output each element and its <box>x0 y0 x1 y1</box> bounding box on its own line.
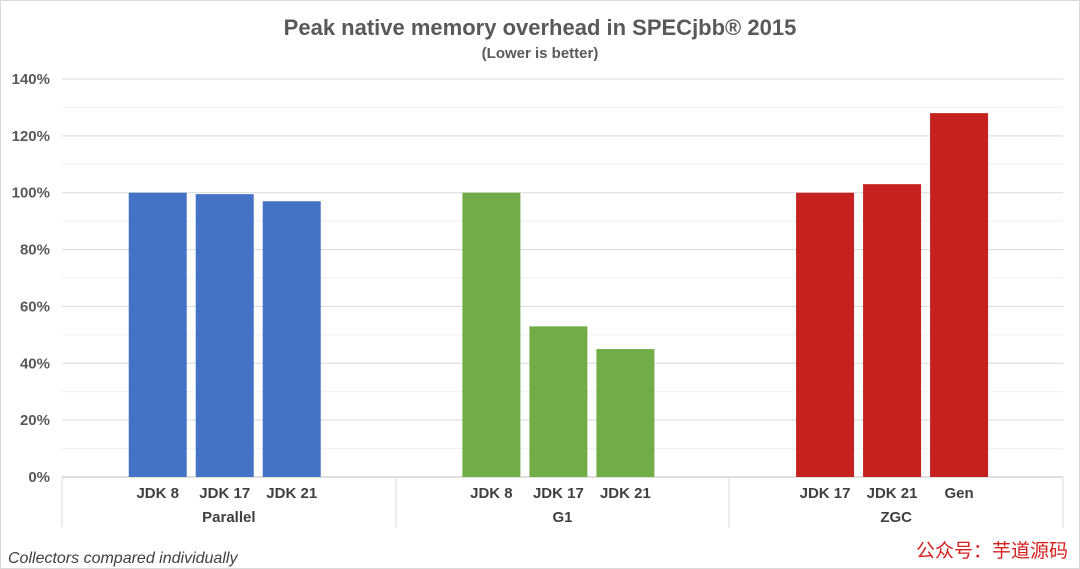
chart-subtitle: (Lower is better) <box>482 45 599 62</box>
bar-g1-jdk-21 <box>596 349 655 477</box>
group-label: G1 <box>552 509 572 526</box>
bar-zgc-gen <box>930 113 989 477</box>
bar-zgc-jdk-17 <box>796 192 855 477</box>
footnote: Collectors compared individually <box>8 550 238 567</box>
x-tick-label: JDK 17 <box>533 485 584 502</box>
x-tick-label: JDK 8 <box>470 485 513 502</box>
x-tick-label: JDK 21 <box>266 485 317 502</box>
x-tick-label: JDK 17 <box>800 485 851 502</box>
group-label: Parallel <box>202 509 255 526</box>
bar-g1-jdk-17 <box>529 326 588 477</box>
x-tick-label: JDK 17 <box>199 485 250 502</box>
bars <box>128 113 989 477</box>
y-tick-label: 140% <box>12 71 50 88</box>
x-axis: JDK 8 JDK 17 JDK 21 Parallel JDK 8 JDK 17 JDK … <box>61 477 1064 527</box>
watermark: 公众号：芋道源码 <box>916 540 1068 562</box>
x-tick-label: Gen <box>944 485 973 502</box>
bar-parallel-jdk-17 <box>195 194 254 477</box>
y-tick-label: 60% <box>20 298 50 315</box>
bar-parallel-jdk-21 <box>262 201 321 477</box>
y-tick-label: 100% <box>12 185 50 202</box>
bar-parallel-jdk-8 <box>128 192 187 477</box>
x-tick-label: JDK 21 <box>867 485 918 502</box>
y-tick-label: 80% <box>20 242 50 259</box>
group-label: ZGC <box>880 509 912 526</box>
x-tick-label: JDK 21 <box>600 485 651 502</box>
bar-g1-jdk-8 <box>462 192 521 477</box>
x-tick-label: JDK 8 <box>136 485 179 502</box>
chart-title: Peak native memory overhead in SPECjbb® … <box>284 15 797 40</box>
bar-zgc-jdk-21 <box>863 184 922 477</box>
y-tick-label: 40% <box>20 355 50 372</box>
y-tick-label: 0% <box>28 469 50 486</box>
y-tick-label: 20% <box>20 412 50 429</box>
y-tick-label: 120% <box>12 128 50 145</box>
